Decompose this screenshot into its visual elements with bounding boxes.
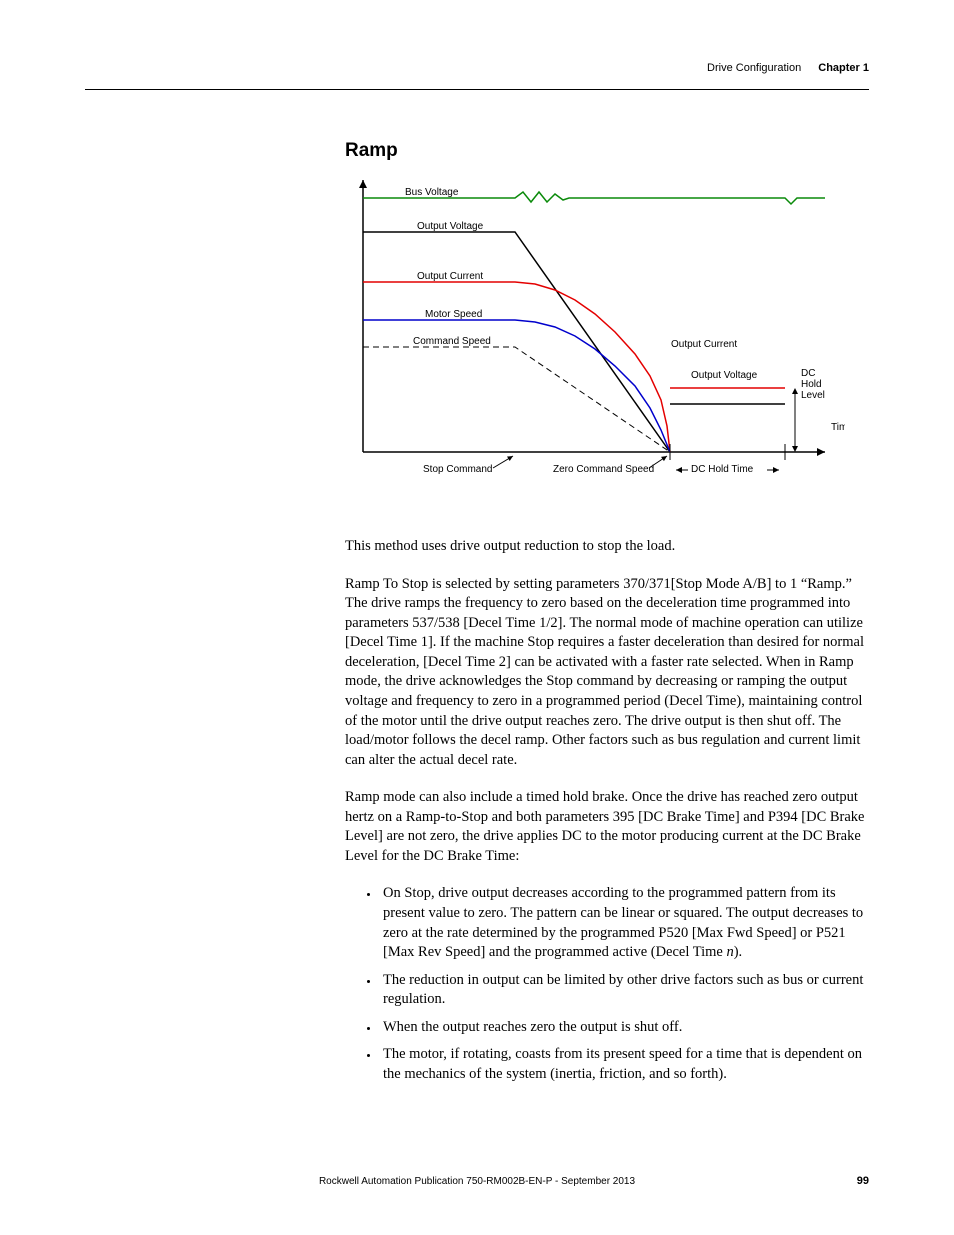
ramp-chart-svg: Bus Voltage Output Voltage Output Current M… <box>345 172 845 482</box>
bullet-list: On Stop, drive output decreases accordin… <box>379 884 865 1084</box>
section-title: Ramp <box>345 140 865 162</box>
svg-text:Motor Speed: Motor Speed <box>425 309 482 320</box>
page-footer: Rockwell Automation Publication 750-RM00… <box>85 1176 869 1187</box>
list-item: The reduction in output can be limited b… <box>379 971 865 1010</box>
svg-text:Output Voltage: Output Voltage <box>417 221 484 232</box>
italic-n: n <box>726 944 733 960</box>
svg-text:Output Voltage: Output Voltage <box>691 370 758 381</box>
list-item: When the output reaches zero the output … <box>379 1018 865 1038</box>
bullet-text: On Stop, drive output decreases accordin… <box>383 885 863 960</box>
page: Drive Configuration Chapter 1 Ramp Bus V… <box>0 0 954 1235</box>
svg-text:Bus Voltage: Bus Voltage <box>405 187 459 198</box>
paragraph-1: This method uses drive output reduction … <box>345 537 865 557</box>
footer-publication: Rockwell Automation Publication 750-RM00… <box>85 1176 869 1187</box>
page-header: Drive Configuration Chapter 1 <box>85 60 869 90</box>
paragraph-3: Ramp mode can also include a timed hold … <box>345 788 865 866</box>
list-item: On Stop, drive output decreases accordin… <box>379 884 865 962</box>
header-chapter: Chapter 1 <box>818 62 869 74</box>
ramp-diagram: Bus Voltage Output Voltage Output Current M… <box>345 172 865 487</box>
footer-page-number: 99 <box>857 1175 869 1187</box>
svg-text:Output Current: Output Current <box>417 271 483 282</box>
svg-text:Hold: Hold <box>801 379 822 390</box>
bullet-text: ). <box>734 944 742 960</box>
content-column: Ramp Bus Voltage Output Voltage Output Cur… <box>345 140 865 1085</box>
svg-text:Time: Time <box>831 422 845 433</box>
svg-text:DC: DC <box>801 368 815 379</box>
svg-text:Command Speed: Command Speed <box>413 336 491 347</box>
list-item: The motor, if rotating, coasts from its … <box>379 1045 865 1084</box>
svg-text:DC Hold Time: DC Hold Time <box>691 464 754 475</box>
svg-text:Output Current: Output Current <box>671 339 737 350</box>
header-section: Drive Configuration <box>707 62 801 74</box>
svg-text:Level: Level <box>801 390 825 401</box>
header-text: Drive Configuration Chapter 1 <box>707 62 869 74</box>
svg-text:Stop Command: Stop Command <box>423 464 492 475</box>
svg-text:Zero Command Speed: Zero Command Speed <box>553 464 654 475</box>
paragraph-2: Ramp To Stop is selected by setting para… <box>345 575 865 771</box>
